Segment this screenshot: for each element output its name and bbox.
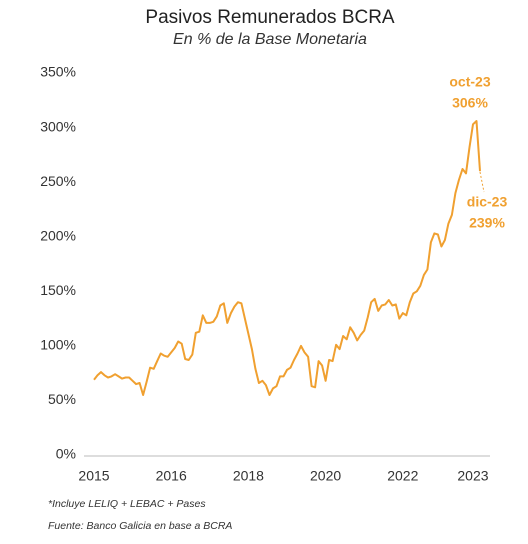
x-tick-label: 2022 bbox=[387, 468, 418, 484]
annotation: oct-23 bbox=[449, 74, 490, 90]
y-tick-label: 200% bbox=[40, 227, 76, 243]
x-tick-label: 2023 bbox=[457, 468, 488, 484]
y-tick-label: 150% bbox=[40, 282, 76, 298]
annotation-leader bbox=[479, 171, 485, 193]
y-tick-label: 250% bbox=[40, 173, 76, 189]
footnote: *Incluye LELIQ + LEBAC + Pases bbox=[48, 498, 206, 510]
y-tick-label: 0% bbox=[56, 446, 76, 462]
line-series bbox=[93, 120, 481, 396]
annotation: 306% bbox=[452, 95, 488, 111]
x-tick-label: 2016 bbox=[156, 468, 187, 484]
x-tick-label: 2018 bbox=[233, 468, 264, 484]
x-tick-label: 2020 bbox=[310, 468, 341, 484]
source: Fuente: Banco Galicia en base a BCRA bbox=[48, 520, 232, 532]
y-tick-label: 100% bbox=[40, 337, 76, 353]
y-tick-label: 350% bbox=[40, 64, 76, 80]
y-tick-label: 50% bbox=[48, 391, 76, 407]
x-tick-label: 2015 bbox=[78, 468, 109, 484]
y-tick-label: 300% bbox=[40, 118, 76, 134]
annotation: 239% bbox=[469, 215, 505, 231]
chart-subtitle: En % de la Base Monetaria bbox=[173, 31, 367, 48]
chart-title: Pasivos Remunerados BCRA bbox=[145, 7, 395, 28]
annotation: dic-23 bbox=[467, 194, 508, 210]
